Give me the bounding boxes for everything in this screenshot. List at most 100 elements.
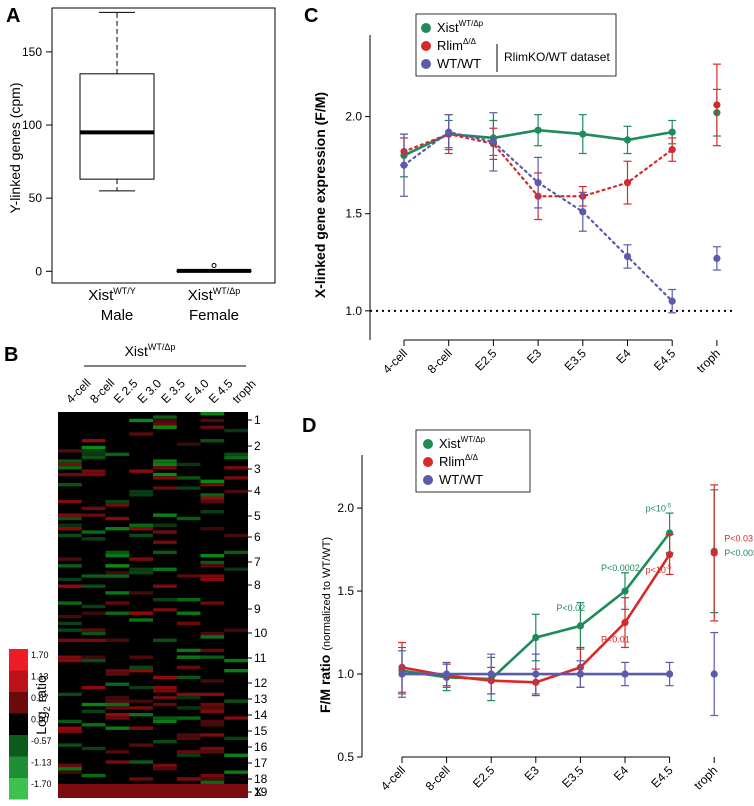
legend-label-name: Rlim [437, 38, 463, 53]
panel-b-row-label: 2 [254, 439, 261, 453]
panel-b-heatmap-cell [58, 577, 82, 582]
panel-b-heatmap-cell [58, 462, 82, 467]
panel-b-heatmap-cell [129, 533, 153, 538]
panel-b-heatmap-cell [58, 628, 82, 632]
annotation-text: P<0.0002 [601, 563, 640, 573]
annotation-p-value: p<10-5 [646, 503, 672, 513]
panel-b-row-label: 5 [254, 509, 261, 523]
panel-b-heatmap-cell [224, 476, 248, 480]
panel-b-colorbar-swatch [9, 649, 28, 671]
panel-b-heatmap-cell [58, 770, 82, 774]
annotation-p-value: P<0.01 [601, 635, 630, 645]
panel-b-heatmap-cell [153, 567, 177, 571]
panel-b-heatmap-cell [176, 706, 201, 710]
panel-b-heatmap-cell [105, 726, 130, 730]
panel-b-heatmap-cell [200, 499, 225, 504]
legend-label: XistWT/Δp [437, 19, 484, 35]
panel-b-heatmap-cell [153, 675, 177, 680]
panel-b-heatmap-cell [200, 655, 225, 659]
panel-b-heatmap-cell [176, 750, 201, 754]
panel-a-group2-label: XistWT/Δp [188, 286, 241, 304]
panel-b-heatmap-cell [129, 706, 153, 710]
panel-b-heatmap-cell [200, 719, 225, 724]
legend-label: RlimΔ/Δ [439, 453, 479, 469]
panel-b-heatmap-cell [81, 631, 106, 636]
panel-b-heatmap-cell [153, 689, 177, 693]
panel-b-heatmap-cell [58, 459, 82, 463]
annotation-sup: -5 [666, 503, 672, 509]
panel-b-heatmap-cell [129, 489, 153, 494]
panel-b-heatmap-cell [224, 669, 248, 673]
panel-b-row-label: 13 [254, 692, 268, 706]
panel-b-heatmap-cell [153, 462, 177, 467]
panel-b-heatmap-cell [105, 611, 130, 615]
ytick-label: 0.5 [337, 750, 354, 764]
panel-b-heatmap-cell [153, 740, 177, 744]
annotation-p-value: P<0.003 [724, 548, 754, 558]
panel-b-heatmap-cell [200, 560, 225, 565]
panel-b-row-label: 16 [254, 740, 268, 754]
legend-label-name: WT/WT [437, 56, 481, 71]
panel-b-column-label: E 3.5 [158, 376, 188, 406]
data-point [445, 128, 453, 136]
panel-b-colorbar-swatch [9, 756, 28, 778]
annotation-p-value: p<10-5 [646, 565, 672, 575]
panel-b-heatmap-cell [58, 719, 82, 724]
ytick-label: 1.5 [345, 207, 362, 221]
panel-b-heatmap-cell [129, 726, 153, 730]
xtick-label: E3 [522, 763, 543, 784]
panel-b-heatmap-cell [200, 601, 225, 605]
data-point [400, 161, 408, 169]
panel-b-heatmap-cell [105, 554, 130, 558]
panel-a-box [79, 73, 155, 180]
panel-b-heatmap-cell [105, 550, 130, 555]
data-point [579, 208, 587, 216]
panel-b-heatmap-cell [58, 584, 82, 588]
panel-b-heatmap-cell [58, 763, 82, 768]
xtick-label: E4.5 [648, 763, 676, 791]
panel-b-heatmap-cell [58, 523, 82, 527]
panel-b-colorbar-tick: 0.57 [31, 693, 49, 703]
xtick-label: E3 [524, 346, 545, 367]
panel-b-heatmap-cell [153, 530, 177, 534]
panel-b-heatmap-cell [105, 699, 130, 703]
data-point [398, 670, 406, 678]
panel-b-column-label: E 2.5 [111, 376, 141, 406]
panel-b-row-label: 6 [254, 530, 261, 544]
legend-label: RlimΔ/Δ [437, 37, 477, 53]
panel-a-ytick-label: 0 [35, 264, 42, 278]
panel-b-heatmap-cell [200, 496, 225, 500]
data-point [534, 126, 542, 134]
panel-b-heatmap-cell [81, 469, 106, 473]
data-point [623, 179, 632, 187]
legend-marker [421, 59, 431, 69]
data-point [668, 128, 676, 136]
xtick-label: E2.5 [470, 763, 498, 791]
panel-b-heatmap-cell [200, 773, 225, 778]
panel-b-heatmap-cell [129, 777, 153, 781]
legend-label-sup: WT/Δp [459, 19, 484, 28]
panel-b-heatmap-cell [176, 574, 201, 578]
panel-b-column-label: 8-cell [87, 376, 117, 406]
panel-b-heatmap-cell [200, 780, 225, 784]
annotation-sup: -5 [666, 565, 672, 571]
panel-b-heatmap-cell [200, 425, 225, 429]
panel-b-heatmap-cell [58, 601, 82, 605]
panel-b-heatmap-cell [200, 574, 225, 578]
panel-b-heatmap-cell [105, 750, 130, 754]
panel-b-heatmap-cell [200, 679, 225, 683]
panel-b-heatmap-cell [153, 523, 177, 527]
panel-b-heatmap-cell [129, 523, 153, 527]
panel-b-heatmap-cell [200, 479, 225, 484]
panel-b-heatmap-cell [129, 469, 153, 473]
legend-marker [421, 41, 431, 51]
panel-b-heatmap-cell [200, 418, 225, 423]
panel-d-legend: XistWT/Δp RlimΔ/Δ WT/WT [415, 429, 531, 493]
panel-b-column-label: E 4.5 [206, 376, 236, 406]
panel-b-row-label: 8 [254, 578, 261, 592]
panel-b-heatmap-cell [176, 675, 201, 680]
panel-b-heatmap-cell [224, 567, 248, 571]
panel-b-heatmap-cell [153, 425, 177, 429]
panel-b-heatmap-cell [224, 716, 248, 720]
panel-b-heatmap-cell [58, 767, 82, 771]
